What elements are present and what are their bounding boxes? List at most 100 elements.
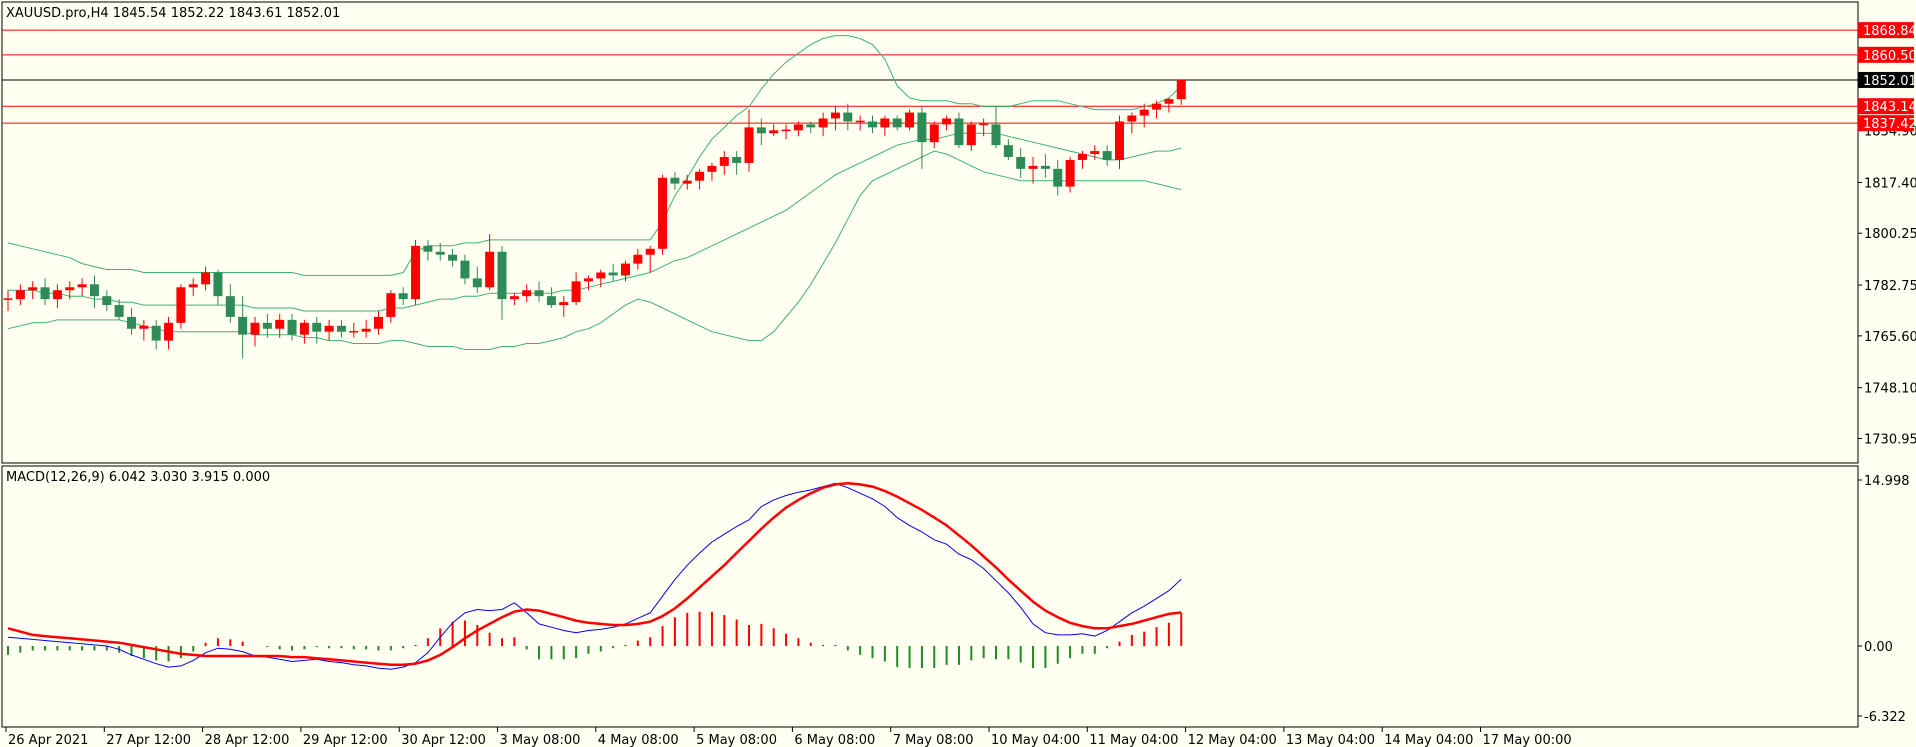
candle-body — [460, 260, 470, 279]
time-tick-label: 6 May 08:00 — [794, 733, 875, 747]
candle-body — [1077, 154, 1087, 160]
candle-body — [769, 130, 779, 134]
candle-body — [386, 293, 396, 317]
candle-body — [830, 112, 840, 119]
candle-body — [929, 124, 939, 143]
price-level-tag — [1858, 22, 1914, 39]
time-tick-label: 28 Apr 12:00 — [205, 733, 290, 747]
candle-body — [732, 156, 742, 163]
candle-body — [979, 123, 989, 126]
candle-body — [559, 302, 569, 306]
price-tick-label: 1782.75 — [1864, 279, 1916, 294]
candle-body — [621, 263, 630, 276]
candle-body — [398, 293, 408, 300]
candle-body — [324, 325, 334, 332]
candle-body — [77, 284, 87, 288]
candle-body — [608, 272, 618, 276]
candle-body — [917, 112, 927, 143]
candle-body — [89, 284, 99, 297]
candle-body — [139, 325, 149, 329]
candle-body — [534, 290, 544, 297]
candle-body — [670, 177, 680, 184]
candle-body — [164, 322, 174, 341]
candle-body — [1003, 145, 1013, 157]
candle-body — [966, 124, 976, 146]
price-tick-label: 1765.60 — [1864, 330, 1916, 345]
candle-body — [485, 251, 495, 288]
macd-histogram — [7, 611, 1183, 669]
candle-body — [1127, 115, 1137, 122]
price-panel[interactable]: 1730.95 1748.10 1765.60 1782.75 1800.25 1817.… — [1, 1, 1916, 464]
candle-body — [423, 245, 433, 252]
candle-body — [262, 322, 272, 329]
candle-body — [201, 272, 211, 285]
candle-body — [905, 112, 915, 128]
candle-body — [719, 156, 729, 166]
candle-body — [1139, 109, 1149, 116]
candle-body — [411, 245, 421, 300]
candle-body — [435, 251, 445, 255]
candle-body — [744, 127, 754, 163]
price-tick-label: 1817.40 — [1864, 176, 1916, 191]
candle-body — [151, 325, 161, 341]
candle-body — [793, 124, 803, 131]
candle-body — [361, 328, 371, 332]
candle-body — [596, 272, 606, 279]
candle-body — [991, 124, 1001, 146]
current-price-tag — [1858, 71, 1914, 88]
candle-body — [522, 290, 532, 297]
current-price-label: 1852.01 — [1863, 74, 1916, 89]
candle-body — [843, 112, 853, 122]
candle-body — [954, 118, 964, 146]
macd-header: MACD(12,26,9) 6.042 3.030 3.915 0.000 — [6, 470, 270, 485]
candle-body — [1053, 168, 1063, 187]
candle-body — [880, 118, 890, 128]
candle-body — [472, 278, 482, 288]
candle-body — [275, 319, 285, 329]
time-tick-label: 10 May 04:00 — [991, 733, 1080, 747]
time-tick-label: 4 May 08:00 — [598, 733, 679, 747]
candle-body — [1028, 165, 1038, 169]
macd-panel[interactable]: 14.998 0.00 -6.322 MACD(12,26,9) 6.042 3.0… — [1, 465, 1910, 728]
candle-body — [102, 296, 112, 306]
candle-body — [15, 290, 25, 300]
time-tick-label: 7 May 08:00 — [893, 733, 974, 747]
candle-body — [312, 322, 322, 332]
time-axis: 26 Apr 2021 27 Apr 12:00 28 Apr 12:00 29 Ap… — [5, 727, 1572, 747]
symbol-header: XAUUSD.pro,H4 1845.54 1852.22 1843.61 18… — [6, 6, 340, 21]
candle-body — [1016, 156, 1026, 169]
candle-body — [756, 127, 766, 134]
candle-body — [868, 121, 877, 128]
macd-signal-line — [7, 482, 1182, 667]
time-tick-label: 12 May 04:00 — [1188, 733, 1277, 747]
candle-body — [336, 325, 346, 332]
candle-body — [633, 254, 643, 264]
candle-body — [546, 296, 556, 306]
candle-body — [695, 171, 705, 181]
candlesticks — [3, 79, 1186, 359]
candle-body — [213, 272, 223, 297]
candle-body — [855, 120, 865, 123]
macd-axis: 14.998 0.00 -6.322 — [1858, 474, 1910, 725]
candle-body — [1164, 99, 1174, 104]
candle-body — [299, 322, 309, 335]
macd-tick-label: 0.00 — [1864, 640, 1893, 655]
price-tick-label: 1748.10 — [1864, 382, 1916, 397]
price-level-label: 1843.14 — [1863, 100, 1916, 115]
candle-body — [1102, 151, 1112, 160]
band-middle — [8, 132, 1182, 312]
candle-body — [682, 180, 692, 184]
candle-body — [497, 251, 507, 300]
candle-body — [250, 322, 260, 335]
candle-body — [583, 278, 593, 282]
time-tick-label: 14 May 04:00 — [1384, 733, 1473, 747]
candle-body — [1115, 121, 1124, 160]
candle-body — [892, 118, 902, 128]
time-tick-label: 29 Apr 12:00 — [303, 733, 388, 747]
candle-body — [176, 287, 186, 323]
price-tick-label: 1730.95 — [1864, 432, 1916, 447]
candle-body — [806, 124, 816, 128]
time-tick-label: 11 May 04:00 — [1089, 733, 1178, 747]
